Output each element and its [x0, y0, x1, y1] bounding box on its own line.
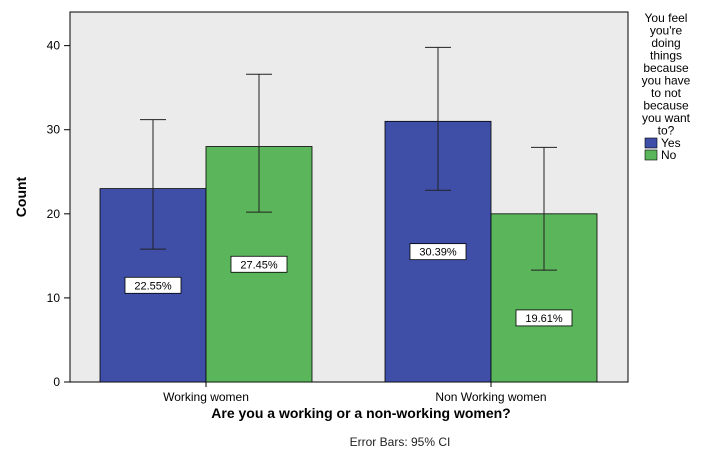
legend-title-line: doing: [651, 36, 680, 50]
data-label: 19.61%: [525, 313, 563, 325]
data-label: 22.55%: [134, 280, 172, 292]
legend-title-line: to?: [658, 124, 675, 138]
data-label-box: [515, 309, 573, 327]
legend-title-line: to not: [651, 86, 682, 100]
legend-title-line: because: [643, 99, 689, 113]
y-axis-ticks: 0 10 20 30 40: [47, 39, 70, 389]
data-label-box: [124, 276, 182, 294]
legend-title-line: you want: [642, 111, 691, 125]
data-label-box: [230, 255, 288, 273]
y-axis-title: Count: [13, 176, 29, 217]
y-tick-label: 30: [47, 123, 61, 137]
legend-swatch-no: [644, 149, 658, 161]
data-label-box: [409, 243, 467, 261]
x-tick-label: Non Working women: [435, 390, 546, 404]
legend-title-line: You feel: [645, 11, 688, 25]
legend-title-line: things: [650, 49, 682, 63]
y-tick-label: 20: [47, 207, 61, 221]
y-tick-label: 10: [47, 291, 61, 305]
error-bars: [140, 46, 557, 271]
data-label: 27.45%: [240, 259, 278, 271]
footnote: Error Bars: 95% CI: [350, 435, 451, 449]
x-tick-label: Working women: [163, 390, 249, 404]
data-labels: 22.55% 27.45% 30.39% 19.61%: [124, 243, 573, 327]
data-label: 30.39%: [419, 247, 457, 259]
legend-swatch-yes: [644, 137, 658, 149]
legend-label-no: No: [661, 148, 677, 162]
legend-title-line: you're: [650, 24, 683, 38]
x-axis-ticks: Working women Non Working women: [163, 382, 547, 404]
legend-title-line: you have: [642, 74, 691, 88]
y-tick-label: 40: [47, 39, 61, 53]
y-tick-label: 0: [53, 375, 60, 389]
bars: [99, 120, 598, 383]
legend-label-yes: Yes: [661, 136, 681, 150]
legend-title-line: because: [643, 61, 689, 75]
x-axis-title: Are you a working or a non-working women…: [211, 405, 510, 421]
